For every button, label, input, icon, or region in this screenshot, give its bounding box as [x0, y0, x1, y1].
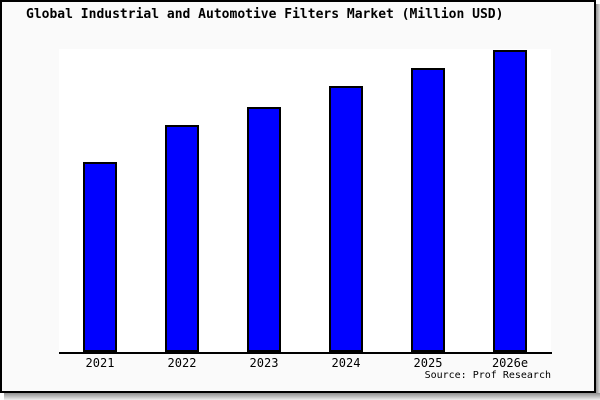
- frame-shadow-right-decoration: [596, 4, 600, 393]
- x-tick-label-2022: 2022: [167, 356, 197, 370]
- plot-area: [59, 49, 551, 352]
- x-tick-label-2025: 2025: [413, 356, 443, 370]
- bar-2021: [83, 162, 117, 352]
- bar-2023: [247, 107, 281, 352]
- x-axis-line: [59, 352, 552, 354]
- x-tick-label-2021: 2021: [85, 356, 115, 370]
- chart-title: Global Industrial and Automotive Filters…: [26, 7, 504, 22]
- x-tick-label-2026e: 2026e: [491, 356, 529, 370]
- bar-2026e: [493, 50, 527, 352]
- bar-2022: [165, 125, 199, 352]
- x-tick-label-2023: 2023: [249, 356, 279, 370]
- bar-2025: [411, 68, 445, 352]
- x-tick-label-2024: 2024: [331, 356, 361, 370]
- bar-2024: [329, 86, 363, 352]
- source-credit: Source: Prof Research: [424, 370, 551, 381]
- frame-shadow-bottom-decoration: [4, 393, 600, 400]
